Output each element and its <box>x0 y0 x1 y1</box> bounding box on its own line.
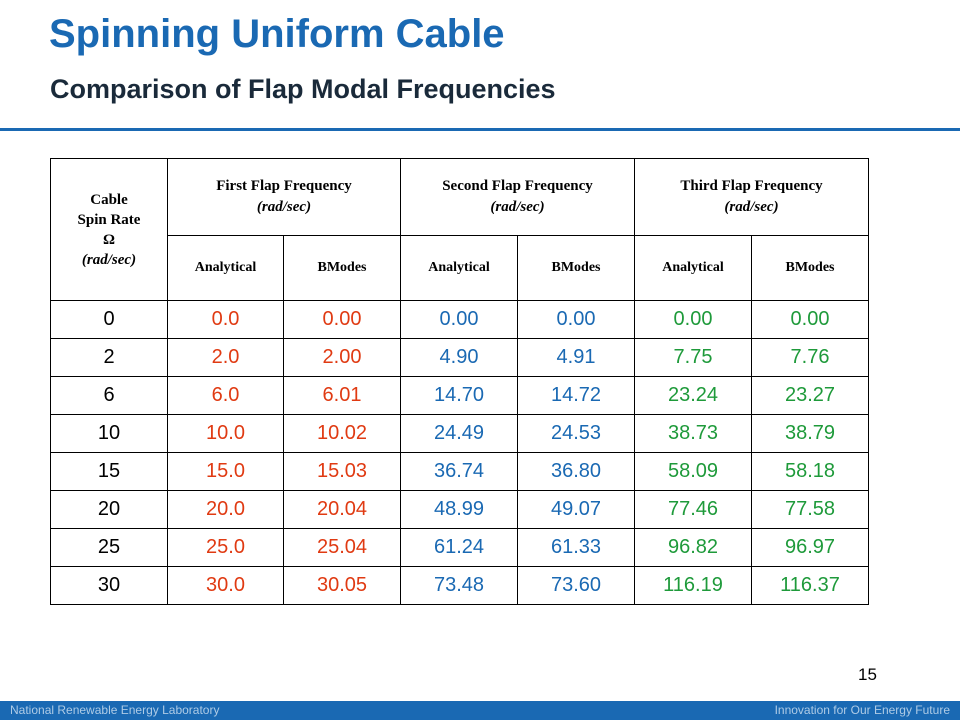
table-row: 30 30.0 30.05 73.48 73.60 116.19 116.37 <box>50 566 869 605</box>
cell-spin-rate: 30 <box>50 566 168 605</box>
cell-third-bmodes: 38.79 <box>751 414 869 453</box>
cell-second-bmodes: 14.72 <box>517 376 635 415</box>
cell-spin-rate: 25 <box>50 528 168 567</box>
subheader-bmodes: BModes <box>751 235 869 301</box>
cell-third-analytical: 96.82 <box>634 528 752 567</box>
subheader-analytical: Analytical <box>634 235 752 301</box>
footer-bar: National Renewable Energy Laboratory Inn… <box>0 701 960 720</box>
cell-third-bmodes: 0.00 <box>751 300 869 339</box>
first-flap-header-units: (rad/sec) <box>256 199 312 215</box>
first-flap-header-title: First Flap Frequency <box>216 178 352 194</box>
slide-title: Spinning Uniform Cable <box>49 12 505 56</box>
footer-tagline: Innovation for Our Energy Future <box>774 703 950 717</box>
cell-second-bmodes: 61.33 <box>517 528 635 567</box>
cell-first-analytical: 20.0 <box>167 490 284 529</box>
table-subheader-row: Analytical BModes Analytical BModes Anal… <box>51 235 869 301</box>
cell-second-analytical: 73.48 <box>400 566 518 605</box>
third-flap-header: Third Flap Frequency (rad/sec) <box>634 158 869 236</box>
cell-second-bmodes: 0.00 <box>517 300 635 339</box>
spin-header-line2: Spin Rate <box>77 211 141 228</box>
cell-third-analytical: 116.19 <box>634 566 752 605</box>
title-divider <box>0 128 960 131</box>
cell-second-bmodes: 49.07 <box>517 490 635 529</box>
spin-header-units: (rad/sec) <box>81 251 137 268</box>
cell-first-analytical: 15.0 <box>167 452 284 491</box>
second-flap-header: Second Flap Frequency (rad/sec) <box>400 158 635 236</box>
cell-second-analytical: 48.99 <box>400 490 518 529</box>
table-row: 2 2.0 2.00 4.90 4.91 7.75 7.76 <box>50 338 869 377</box>
cell-spin-rate: 0 <box>50 300 168 339</box>
cell-second-bmodes: 24.53 <box>517 414 635 453</box>
cell-first-bmodes: 30.05 <box>283 566 401 605</box>
cell-second-bmodes: 73.60 <box>517 566 635 605</box>
frequency-table: Cable Spin Rate Ω (rad/sec) First Flap F… <box>50 158 869 605</box>
second-flap-header-title: Second Flap Frequency <box>442 178 593 194</box>
cell-first-analytical: 2.0 <box>167 338 284 377</box>
slide-subtitle: Comparison of Flap Modal Frequencies <box>50 74 556 104</box>
cell-third-bmodes: 23.27 <box>751 376 869 415</box>
table-header-row: Cable Spin Rate Ω (rad/sec) First Flap F… <box>50 158 869 301</box>
cell-second-analytical: 14.70 <box>400 376 518 415</box>
cell-third-analytical: 0.00 <box>634 300 752 339</box>
cell-second-analytical: 24.49 <box>400 414 518 453</box>
cell-second-analytical: 61.24 <box>400 528 518 567</box>
cell-third-analytical: 7.75 <box>634 338 752 377</box>
cell-third-analytical: 23.24 <box>634 376 752 415</box>
cell-third-bmodes: 58.18 <box>751 452 869 491</box>
cell-first-bmodes: 15.03 <box>283 452 401 491</box>
cell-spin-rate: 10 <box>50 414 168 453</box>
cell-spin-rate: 2 <box>50 338 168 377</box>
spin-rate-header: Cable Spin Rate Ω (rad/sec) <box>50 158 168 301</box>
table-row: 10 10.0 10.02 24.49 24.53 38.73 38.79 <box>50 414 869 453</box>
cell-spin-rate: 15 <box>50 452 168 491</box>
cell-first-analytical: 10.0 <box>167 414 284 453</box>
cell-second-analytical: 36.74 <box>400 452 518 491</box>
cell-spin-rate: 20 <box>50 490 168 529</box>
cell-first-bmodes: 20.04 <box>283 490 401 529</box>
subheader-bmodes: BModes <box>517 235 635 301</box>
third-flap-header-title: Third Flap Frequency <box>680 178 823 194</box>
cell-first-bmodes: 6.01 <box>283 376 401 415</box>
second-flap-header-units: (rad/sec) <box>490 199 545 215</box>
table-row: 25 25.0 25.04 61.24 61.33 96.82 96.97 <box>50 528 869 567</box>
cell-spin-rate: 6 <box>50 376 168 415</box>
cell-third-bmodes: 77.58 <box>751 490 869 529</box>
cell-second-bmodes: 36.80 <box>517 452 635 491</box>
cell-second-analytical: 0.00 <box>400 300 518 339</box>
page-number: 15 <box>858 665 877 684</box>
footer-organization: National Renewable Energy Laboratory <box>10 703 220 717</box>
third-flap-header-units: (rad/sec) <box>724 199 779 215</box>
cell-first-analytical: 0.0 <box>167 300 284 339</box>
cell-first-bmodes: 25.04 <box>283 528 401 567</box>
table-row: 0 0.0 0.00 0.00 0.00 0.00 0.00 <box>50 300 869 339</box>
cell-first-analytical: 6.0 <box>167 376 284 415</box>
first-flap-header: First Flap Frequency (rad/sec) <box>167 158 401 236</box>
cell-first-bmodes: 10.02 <box>283 414 401 453</box>
cell-first-bmodes: 2.00 <box>283 338 401 377</box>
subheader-bmodes: BModes <box>283 235 401 301</box>
cell-third-analytical: 58.09 <box>634 452 752 491</box>
table-row: 15 15.0 15.03 36.74 36.80 58.09 58.18 <box>50 452 869 491</box>
cell-second-bmodes: 4.91 <box>517 338 635 377</box>
subheader-analytical: Analytical <box>400 235 518 301</box>
cell-third-bmodes: 7.76 <box>751 338 869 377</box>
cell-first-bmodes: 0.00 <box>283 300 401 339</box>
spin-header-line1: Cable <box>90 191 128 208</box>
cell-first-analytical: 25.0 <box>167 528 284 567</box>
table-row: 20 20.0 20.04 48.99 49.07 77.46 77.58 <box>50 490 869 529</box>
table-row: 6 6.0 6.01 14.70 14.72 23.24 23.27 <box>50 376 869 415</box>
subheader-analytical: Analytical <box>167 235 284 301</box>
cell-third-analytical: 77.46 <box>634 490 752 529</box>
cell-third-analytical: 38.73 <box>634 414 752 453</box>
omega-symbol: Ω <box>102 231 115 248</box>
cell-first-analytical: 30.0 <box>167 566 284 605</box>
cell-second-analytical: 4.90 <box>400 338 518 377</box>
cell-third-bmodes: 116.37 <box>751 566 869 605</box>
cell-third-bmodes: 96.97 <box>751 528 869 567</box>
